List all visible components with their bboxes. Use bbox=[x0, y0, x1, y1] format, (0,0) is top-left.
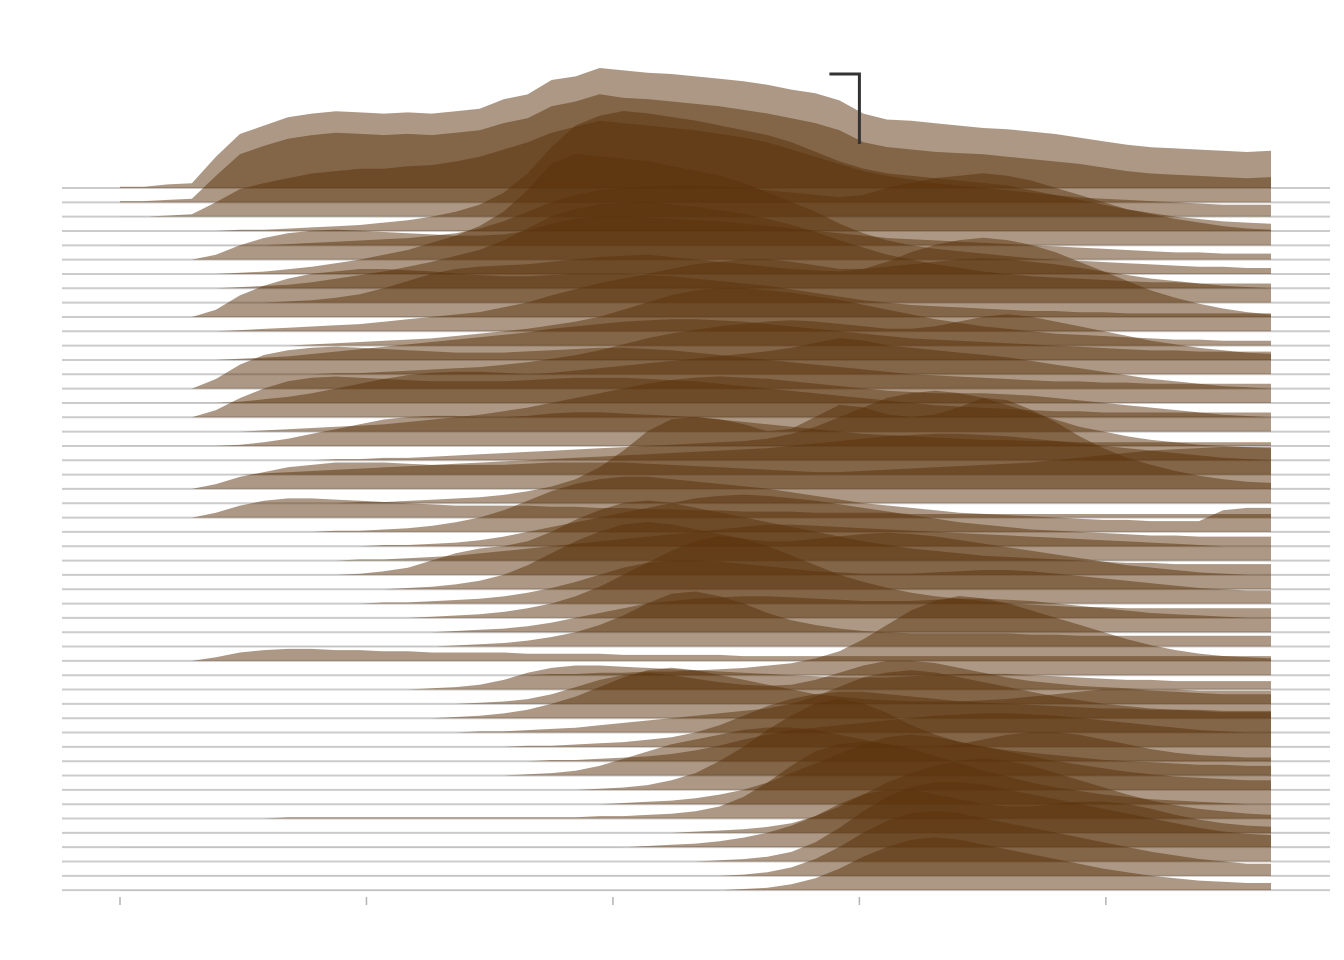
x-axis bbox=[119, 897, 1107, 905]
ridge-area bbox=[120, 237, 1271, 332]
bracket-marker bbox=[829, 72, 861, 144]
ridge-area bbox=[120, 591, 1271, 647]
highlight-marker bbox=[829, 72, 861, 144]
ridge-series bbox=[120, 68, 1271, 891]
ridge-area bbox=[120, 536, 1271, 618]
ridge-area bbox=[120, 498, 1271, 518]
ridge-area bbox=[120, 201, 1271, 289]
ridge-area bbox=[120, 596, 1271, 676]
ridge-area bbox=[120, 837, 1271, 891]
ridge-area bbox=[120, 397, 1271, 504]
